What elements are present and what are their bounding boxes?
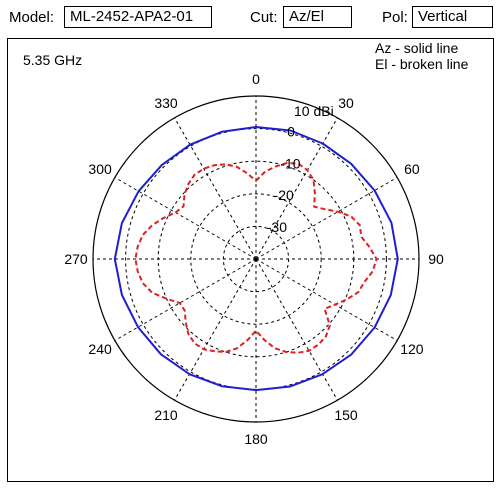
radial-tick-label-m30: -30 xyxy=(267,219,287,235)
model-value-box: ML-2452-APA2-01 xyxy=(64,6,212,28)
angle-tick-label-180: 180 xyxy=(244,431,268,447)
cut-value-box: Az/El xyxy=(283,6,352,28)
angle-tick-label-0: 0 xyxy=(252,71,260,87)
series-line-el xyxy=(134,161,378,354)
angle-tick-label-120: 120 xyxy=(400,341,424,357)
spoke-210 xyxy=(174,258,257,401)
angle-tick-label-60: 60 xyxy=(404,161,420,177)
angle-tick-label-330: 330 xyxy=(154,95,178,111)
angle-tick-label-240: 240 xyxy=(88,341,112,357)
plot-frame: 0 30 60 90 120 150 180 210 240 270 300 330 10 dBi 0 -1… xyxy=(7,38,494,482)
frequency-label: 5.35 GHz xyxy=(23,52,82,68)
legend-az: Az - solid line xyxy=(375,40,458,56)
radial-tick-label-m10: -10 xyxy=(280,155,300,171)
spoke-150 xyxy=(255,258,338,401)
angle-tick-label-210: 210 xyxy=(154,407,178,423)
legend-el: El - broken line xyxy=(375,56,469,72)
spoke-120 xyxy=(255,258,398,341)
angle-tick-label-90: 90 xyxy=(428,251,444,267)
radial-tick-label-0: 0 xyxy=(287,123,295,139)
angle-tick-label-270: 270 xyxy=(64,251,88,267)
series-line-az xyxy=(113,126,399,392)
pol-label: Pol: xyxy=(382,9,408,26)
polar-chart: 0 30 60 90 120 150 180 210 240 270 300 330 10 dBi 0 -1… xyxy=(23,40,469,447)
angle-tick-label-150: 150 xyxy=(334,407,358,423)
cut-label: Cut: xyxy=(250,9,278,26)
angle-tick-label-30: 30 xyxy=(338,95,354,111)
spoke-240 xyxy=(114,258,257,341)
radial-tick-label-m20: -20 xyxy=(274,187,294,203)
angle-tick-label-300: 300 xyxy=(88,161,112,177)
pol-value-box: Vertical xyxy=(412,6,493,28)
model-label: Model: xyxy=(9,9,55,26)
spoke-30 xyxy=(255,117,338,260)
radial-tick-label-10: 10 dBi xyxy=(294,103,334,119)
grid-ring-m20 xyxy=(190,193,322,325)
